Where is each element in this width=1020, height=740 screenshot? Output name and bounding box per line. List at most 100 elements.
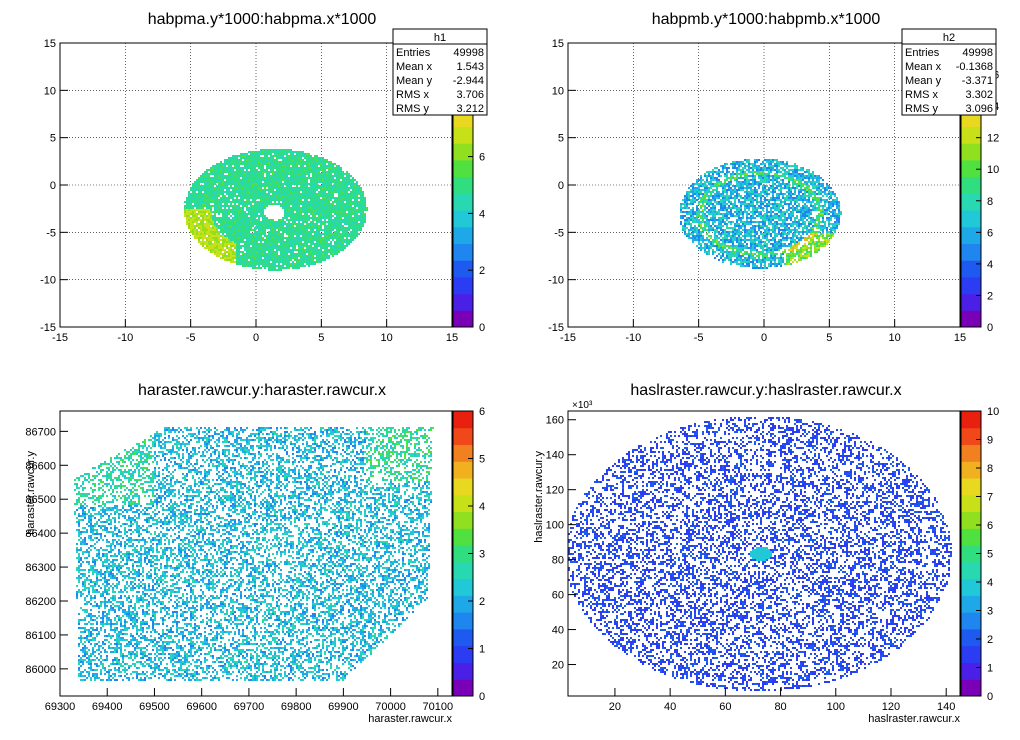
- heatmap-cell: [234, 225, 236, 227]
- heatmap-cell: [212, 187, 214, 189]
- heatmap-cell: [266, 261, 268, 263]
- heatmap-cell: [214, 175, 216, 177]
- heatmap-cell: [240, 195, 242, 197]
- heatmap-cell: [268, 193, 270, 195]
- heatmap-cell: [258, 255, 260, 257]
- heatmap-cell: [276, 187, 278, 189]
- heatmap-cell: [254, 177, 256, 179]
- heatmap-cell: [242, 177, 244, 179]
- heatmap-cell: [234, 215, 236, 217]
- heatmap-cell: [208, 213, 210, 215]
- heatmap-cell: [200, 211, 202, 213]
- heatmap-cell: [268, 259, 270, 261]
- heatmap-cell: [276, 149, 278, 151]
- heatmap-cell: [270, 171, 272, 173]
- heatmap-cell: [262, 263, 264, 265]
- heatmap-cell: [204, 211, 206, 213]
- heatmap-cell: [240, 175, 242, 177]
- heatmap-cell: [274, 255, 276, 257]
- heatmap-cell: [256, 235, 258, 237]
- heatmap-cell: [202, 215, 204, 217]
- heatmap-cell: [212, 169, 214, 171]
- heatmap-cell: [268, 255, 270, 257]
- heatmap-cell: [188, 205, 190, 207]
- heatmap-cell: [270, 175, 272, 177]
- heatmap-cell: [200, 223, 202, 225]
- heatmap-cell: [226, 181, 228, 183]
- heatmap-cell: [266, 171, 268, 173]
- heatmap-cell: [220, 211, 222, 213]
- heatmap-cell: [274, 265, 276, 267]
- heatmap-cell: [214, 243, 216, 245]
- heatmap-cell: [272, 189, 274, 191]
- heatmap-cell: [266, 221, 268, 223]
- heatmap-cell: [206, 199, 208, 201]
- heatmap-cell: [256, 151, 258, 153]
- heatmap-cell: [252, 261, 254, 263]
- heatmap-cell: [270, 179, 272, 181]
- heatmap-cell: [236, 251, 238, 253]
- heatmap-cell: [244, 255, 246, 257]
- heatmap-cell: [254, 265, 256, 267]
- heatmap-cell: [264, 197, 266, 199]
- heatmap-cell: [282, 179, 284, 181]
- heatmap-cell: [192, 205, 194, 207]
- heatmap-cell: [262, 249, 264, 251]
- heatmap-cell: [244, 221, 246, 223]
- heatmap-cell: [282, 219, 284, 221]
- heatmap-cell: [256, 257, 258, 259]
- heatmap-cell: [204, 187, 206, 189]
- heatmap-cell: [234, 245, 236, 247]
- heatmap-cell: [238, 211, 240, 213]
- heatmap-cell: [280, 187, 282, 189]
- heatmap-cell: [274, 161, 276, 163]
- heatmap-cell: [288, 151, 290, 153]
- heatmap-cell: [200, 231, 202, 233]
- heatmap-cell: [238, 219, 240, 221]
- heatmap-cell: [218, 171, 220, 173]
- heatmap-cell: [194, 219, 196, 221]
- heatmap-cell: [254, 251, 256, 253]
- heatmap-cell: [276, 259, 278, 261]
- heatmap-cell: [278, 263, 280, 265]
- heatmap-cell: [222, 221, 224, 223]
- heatmap-cell: [282, 149, 284, 151]
- heatmap-cell: [234, 221, 236, 223]
- heatmap-cell: [194, 189, 196, 191]
- heatmap-cell: [190, 203, 192, 205]
- heatmap-cell: [260, 245, 262, 247]
- heatmap-cell: [266, 223, 268, 225]
- heatmap-cell: [258, 175, 260, 177]
- heatmap-cell: [258, 249, 260, 251]
- heatmap-cell: [218, 231, 220, 233]
- heatmap-cell: [270, 267, 272, 269]
- heatmap-cell: [280, 247, 282, 249]
- heatmap-cell: [190, 187, 192, 189]
- heatmap-cell: [272, 197, 274, 199]
- heatmap-cell: [282, 165, 284, 167]
- heatmap-cell: [260, 189, 262, 191]
- heatmap-cell: [226, 221, 228, 223]
- heatmap-cell: [230, 187, 232, 189]
- heatmap-cell: [248, 201, 250, 203]
- heatmap-cell: [216, 243, 218, 245]
- heatmap-cell: [238, 261, 240, 263]
- heatmap-cell: [234, 173, 236, 175]
- heatmap-cell: [266, 183, 268, 185]
- heatmap-cell: [278, 255, 280, 257]
- heatmap-cell: [244, 241, 246, 243]
- heatmap-cell: [270, 225, 272, 227]
- heatmap-cell: [252, 187, 254, 189]
- heatmap-cell: [202, 197, 204, 199]
- heatmap-cell: [248, 255, 250, 257]
- heatmap-cell: [284, 177, 286, 179]
- heatmap-cell: [236, 229, 238, 231]
- heatmap-cell: [200, 181, 202, 183]
- heatmap-cell: [200, 227, 202, 229]
- heatmap-cell: [242, 189, 244, 191]
- heatmap-cell: [248, 167, 250, 169]
- heatmap-cell: [206, 211, 208, 213]
- heatmap-cell: [214, 251, 216, 253]
- heatmap-cell: [246, 249, 248, 251]
- heatmap-cell: [260, 209, 262, 211]
